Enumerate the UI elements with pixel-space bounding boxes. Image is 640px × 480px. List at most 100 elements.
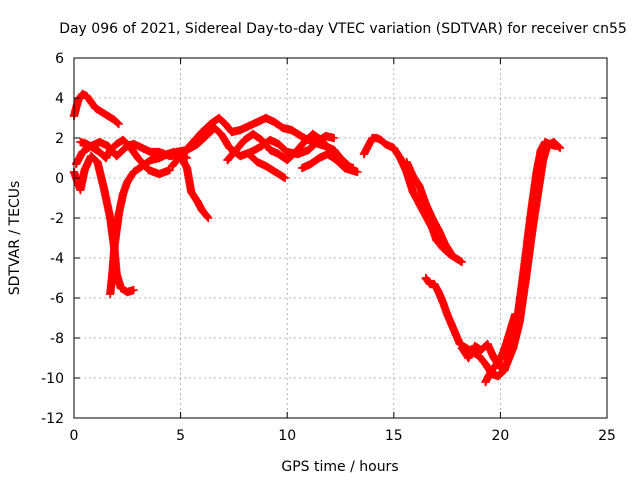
data-point [442,309,452,319]
data-point [261,113,271,123]
data-point [287,125,296,135]
data-point [103,111,113,121]
data-point [99,183,109,193]
chart-title: Day 096 of 2021, Sidereal Day-to-day VTE… [59,21,627,37]
data-point [340,163,350,173]
data-point [346,165,356,175]
data-point [108,269,117,279]
data-point [88,143,98,153]
data-point [244,149,254,159]
y-tick-label: -2 [50,211,64,227]
data-point [528,225,537,235]
data-point [421,273,431,283]
data-point [359,149,369,159]
data-point [172,147,181,157]
data-point [137,143,147,153]
data-point [447,249,456,259]
data-point [274,149,283,159]
data-point [93,157,102,167]
data-point [129,167,138,177]
data-point [231,145,241,155]
data-point [308,129,318,139]
data-point [538,155,548,165]
data-point [257,135,266,145]
series-track-d [76,135,175,179]
data-point [193,197,202,207]
data-point [457,343,467,353]
data-point [97,107,107,117]
data-point [86,97,96,107]
data-point [299,137,309,147]
data-point [95,147,104,157]
data-point [182,145,192,155]
data-point [278,123,288,133]
data-point [464,353,473,363]
data-point [80,165,89,175]
data-point [193,139,202,149]
data-point [470,341,480,351]
data-point [118,135,128,145]
data-point [317,135,326,145]
data-point [534,183,544,193]
data-point [114,209,124,219]
data-point [95,137,104,147]
data-point [496,363,505,373]
data-point [221,119,230,129]
x-tick-label: 20 [491,428,509,444]
data-point [506,323,516,333]
x-tick-label: 15 [385,428,403,444]
data-point [451,253,460,263]
data-point [306,159,315,169]
data-point [280,173,290,183]
data-point [253,117,262,127]
data-point [244,121,254,131]
series-track-l [402,157,456,259]
data-point [430,279,439,289]
data-point [76,185,85,195]
data-point [137,161,147,171]
data-point [389,143,399,153]
data-point [363,141,373,151]
data-point [543,141,552,151]
data-point [73,179,83,189]
data-point [353,167,362,177]
data-point [521,273,531,283]
data-point [82,91,92,101]
data-point [297,163,307,173]
data-point [227,127,237,137]
data-point [101,153,111,163]
data-point [282,155,292,165]
data-point [265,145,275,155]
data-point [116,283,126,293]
y-tick-label: -12 [41,411,64,427]
data-point [86,151,96,161]
data-point [267,165,277,175]
gridlines [74,58,607,418]
y-tick-label: 4 [55,91,64,107]
data-point [427,213,437,223]
series-track-o [481,309,520,387]
data-point [76,137,85,147]
data-point [248,129,258,139]
y-tick-label: 2 [55,131,64,147]
data-point [133,153,143,163]
data-point [331,155,341,165]
data-point [154,153,164,163]
data-point [182,163,192,173]
data-point [481,377,490,387]
series-track-i [244,149,290,183]
series-track-b [69,151,138,297]
y-tick-label: 6 [55,51,64,67]
data-point [321,131,330,141]
data-point [434,225,443,235]
data-point [408,171,418,181]
y-tick-label: -8 [50,331,64,347]
series-track-k [359,133,467,267]
data-point [274,139,283,149]
data-point [163,149,173,159]
data-point [502,359,512,369]
marker-trail [402,157,455,258]
data-point [167,161,177,171]
series-track-n [457,137,565,373]
data-point [146,155,156,165]
